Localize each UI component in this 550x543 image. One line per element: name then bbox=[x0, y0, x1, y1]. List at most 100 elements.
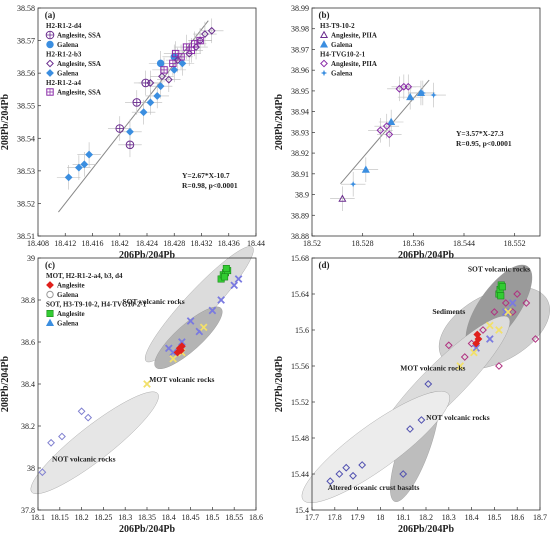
data-point bbox=[126, 127, 134, 136]
region-label: SOT volcanic rocks bbox=[122, 297, 184, 306]
y-axis-label: 208Pb/204Pb bbox=[0, 94, 11, 151]
data-point bbox=[230, 281, 239, 290]
data-point bbox=[399, 470, 408, 478]
data-point bbox=[342, 463, 351, 472]
y-tick-label: 38.95 bbox=[291, 87, 309, 96]
x-tick-label: 18.55 bbox=[225, 513, 243, 522]
y-tick-label: 38.88 bbox=[291, 232, 309, 241]
y-tick-label: 38.96 bbox=[291, 66, 309, 75]
y-tick-label: 38.6 bbox=[21, 338, 35, 347]
data-point bbox=[406, 92, 415, 101]
data-point bbox=[498, 283, 506, 291]
legend-label: Galena bbox=[57, 70, 79, 78]
x-axis-label: 206Pb/204Pb bbox=[119, 524, 176, 535]
x-tick-label: 17.8 bbox=[328, 513, 342, 522]
data-point bbox=[74, 163, 83, 172]
data-point bbox=[158, 72, 166, 81]
y-tick-label: 38.9 bbox=[295, 191, 309, 200]
data-point bbox=[177, 346, 185, 355]
data-point bbox=[486, 321, 494, 330]
data-point-cross bbox=[116, 125, 123, 132]
data-point bbox=[38, 468, 47, 477]
legend-marker-cross bbox=[46, 31, 54, 39]
x-tick-label: 18.45 bbox=[182, 513, 200, 522]
data-point bbox=[178, 338, 186, 346]
x-tick-label: 18.552 bbox=[504, 239, 526, 248]
legend-label: Anglesite, SSA bbox=[57, 89, 101, 97]
x-tick-label: 18.6 bbox=[249, 513, 263, 522]
data-point bbox=[199, 323, 208, 332]
data-point bbox=[141, 78, 150, 88]
region-label: MOT volcanic rocks bbox=[149, 375, 214, 384]
y-tick-label: 38.94 bbox=[291, 108, 309, 117]
y-axis-label: 208Pb/204Pb bbox=[0, 356, 11, 413]
data-point bbox=[430, 91, 437, 99]
data-point bbox=[178, 59, 187, 68]
legend-marker bbox=[319, 30, 329, 39]
legend-label: Galena bbox=[331, 41, 353, 49]
x-tick-label: 18.35 bbox=[138, 513, 156, 522]
x-tick-label: 18.412 bbox=[54, 239, 76, 248]
data-point bbox=[84, 413, 93, 422]
y-tick-label: 38.2 bbox=[21, 422, 35, 431]
x-tick-label: 18.3 bbox=[442, 513, 456, 522]
y-tick-label: 38.58 bbox=[17, 4, 35, 13]
x-tick-label: 18.1 bbox=[396, 513, 410, 522]
data-point bbox=[58, 432, 66, 441]
y-tick-label: 15.56 bbox=[291, 362, 309, 371]
x-tick-label: 18.2 bbox=[419, 513, 433, 522]
x-tick-label: 18.52 bbox=[303, 239, 321, 248]
data-point-cross bbox=[160, 66, 168, 74]
y-tick-label: 15.44 bbox=[291, 470, 309, 479]
region-label: Altered oceanic crust basalts bbox=[328, 483, 420, 492]
data-point bbox=[80, 160, 89, 169]
data-point bbox=[169, 354, 177, 363]
data-point bbox=[406, 425, 414, 433]
data-point bbox=[115, 124, 125, 133]
data-point bbox=[495, 362, 503, 370]
data-point bbox=[200, 30, 209, 38]
data-point bbox=[156, 59, 165, 68]
data-point-cross bbox=[169, 60, 177, 67]
panel-3: 18.1 18.15 18.2 18.25 18.3 18.35 18.4 18.45 18.5… bbox=[0, 246, 263, 535]
data-point bbox=[207, 26, 216, 35]
legend-marker bbox=[46, 40, 54, 49]
data-point bbox=[146, 79, 155, 87]
fit-annotation: Y=3.57*X-27.3 bbox=[456, 129, 504, 138]
data-point bbox=[221, 273, 229, 281]
data-point bbox=[522, 299, 531, 307]
y-tick-label: 38.89 bbox=[291, 211, 309, 220]
y-axis-label: 208Pb/204Pb bbox=[274, 94, 285, 151]
x-tick-label: 18.536 bbox=[402, 239, 424, 248]
legend-header: H2-R1-2-d4 bbox=[46, 22, 82, 30]
legend-header: MOT, H2-R1-2-a4, b3, d4 bbox=[46, 272, 123, 280]
x-tick-label: 18.544 bbox=[453, 239, 475, 248]
data-point bbox=[490, 308, 499, 316]
legend-marker bbox=[46, 69, 54, 77]
data-point-cross bbox=[126, 141, 134, 148]
legend-marker bbox=[320, 69, 328, 77]
legend-marker-cross bbox=[46, 88, 54, 96]
legend-marker bbox=[320, 59, 328, 68]
data-point bbox=[387, 117, 396, 126]
data-point bbox=[508, 308, 517, 316]
data-point bbox=[531, 335, 540, 343]
legend-marker bbox=[319, 40, 329, 48]
x-tick-label: 18.4 bbox=[162, 513, 176, 522]
legend-header: H2-R1-2-a4 bbox=[46, 79, 81, 87]
region-ellipse bbox=[301, 391, 450, 503]
data-point bbox=[139, 108, 148, 117]
data-point bbox=[170, 65, 179, 74]
y-tick-label: 39 bbox=[27, 254, 35, 263]
y-tick-label: 38.51 bbox=[17, 232, 35, 241]
legend-marker bbox=[46, 59, 54, 68]
data-point bbox=[164, 75, 173, 84]
y-tick-label: 38.92 bbox=[291, 149, 309, 158]
data-point bbox=[349, 180, 357, 188]
y-tick-label: 38 bbox=[27, 464, 35, 473]
data-point bbox=[47, 438, 55, 447]
data-point bbox=[186, 317, 195, 325]
data-point bbox=[222, 264, 230, 272]
y-tick-label: 15.6 bbox=[295, 326, 309, 335]
y-tick-label: 38.56 bbox=[17, 69, 35, 78]
